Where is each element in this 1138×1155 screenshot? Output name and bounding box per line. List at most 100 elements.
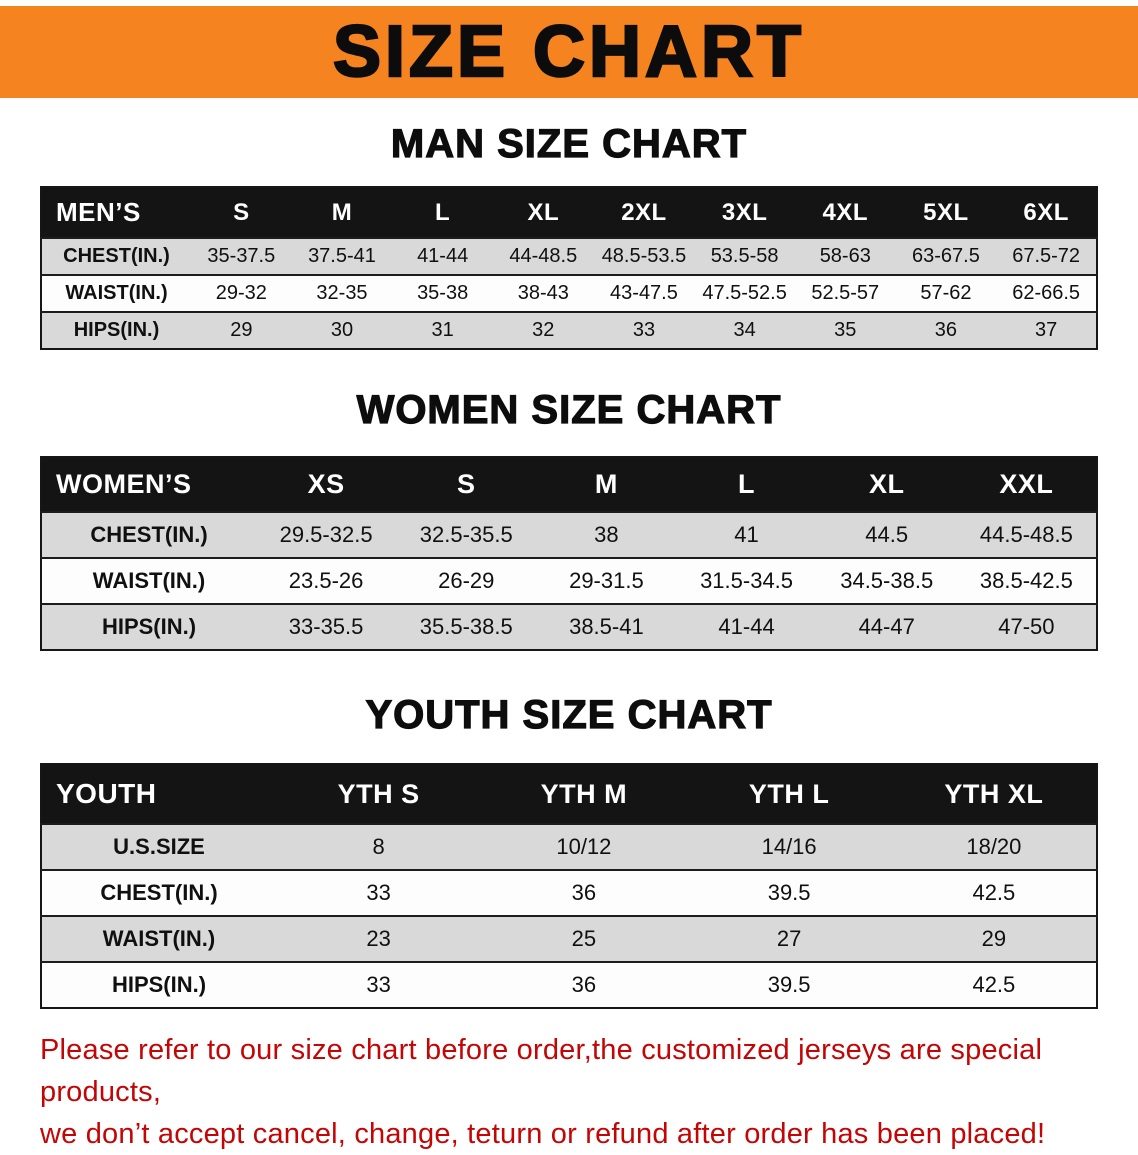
measurement-row: HIPS(IN.) 33 36 39.5 42.5 — [41, 962, 1097, 1008]
size-value-cell: 38.5-41 — [569, 614, 644, 639]
size-value-cell: 36 — [934, 319, 958, 341]
disclaimer: Please refer to our size chart before or… — [40, 1029, 1098, 1155]
size-header-cell: 5XL — [895, 187, 997, 238]
size-value-cell: 41-44 — [718, 614, 775, 639]
size-value-cell: 47-50 — [998, 614, 1055, 639]
table-title-cell: WOMEN’S — [41, 457, 256, 512]
measurement-row: CHEST(IN.) 35-37.5 37.5-41 41-44 44-48.5 48.5… — [41, 238, 1097, 275]
size-value-cell: 47.5-52.5 — [702, 282, 787, 304]
size-value-cell: 38.5-42.5 — [979, 568, 1073, 593]
women-size-section: WOMEN SIZE CHART WOMEN’S XS S M L XL XXL CHEST(… — [40, 387, 1098, 651]
size-value-cell: 39.5 — [767, 880, 811, 905]
size-header-cell: S — [396, 457, 537, 512]
size-header-row: WOMEN’S XS S M L XL XXL — [41, 457, 1097, 512]
row-label: CHEST(IN.) — [100, 880, 218, 905]
measurement-row: HIPS(IN.) 29 30 31 32 33 34 35 36 37 — [41, 312, 1097, 349]
size-header-cell: 2XL — [593, 187, 695, 238]
women-section-heading: WOMEN SIZE CHART — [356, 387, 782, 432]
row-label: HIPS(IN.) — [111, 972, 207, 997]
size-header-cell: L — [676, 457, 817, 512]
size-value-cell: 41 — [734, 522, 759, 547]
row-label: CHEST(IN.) — [90, 522, 208, 547]
size-value-cell: 67.5-72 — [1012, 245, 1081, 267]
size-header-cell: XL — [816, 457, 957, 512]
measurement-row: CHEST(IN.) 29.5-32.5 32.5-35.5 38 41 44.5 44.5… — [41, 512, 1097, 558]
size-value-cell: 39.5 — [767, 972, 811, 997]
measurement-row: WAIST(IN.) 29-32 32-35 35-38 38-43 43-47.5 47.… — [41, 275, 1097, 312]
size-value-cell: 35-38 — [417, 282, 469, 304]
size-value-cell: 44.5-48.5 — [979, 522, 1073, 547]
measurement-row: WAIST(IN.) 23.5-26 26-29 29-31.5 31.5-34.5 34… — [41, 558, 1097, 604]
size-value-cell: 44.5 — [865, 522, 909, 547]
size-header-cell: M — [536, 457, 677, 512]
row-label: HIPS(IN.) — [101, 614, 197, 639]
size-chart-content: MAN SIZE CHART MEN’S S M L XL 2XL 3XL 4XL 5XL 6XL… — [0, 121, 1138, 1155]
row-label: WAIST(IN.) — [102, 926, 216, 951]
size-header-cell: L — [392, 187, 493, 238]
men-size-section: MAN SIZE CHART MEN’S S M L XL 2XL 3XL 4XL 5XL 6XL… — [40, 121, 1098, 350]
size-value-cell: 62-66.5 — [1012, 282, 1081, 304]
size-header-cell: 3XL — [694, 187, 795, 238]
measurement-row: CHEST(IN.) 33 36 39.5 42.5 — [41, 870, 1097, 916]
size-value-cell: 31.5-34.5 — [700, 568, 794, 593]
size-header-cell: XXL — [956, 457, 1097, 512]
size-value-cell: 33-35.5 — [288, 614, 364, 639]
size-value-cell: 42.5 — [972, 880, 1016, 905]
men-section-heading: MAN SIZE CHART — [390, 121, 748, 166]
size-value-cell: 52.5-57 — [811, 282, 880, 304]
size-header-cell: XS — [256, 457, 397, 512]
size-value-cell: 25 — [571, 926, 597, 951]
size-header-cell: S — [191, 187, 292, 238]
page-title: SIZE CHART — [332, 12, 805, 92]
size-value-cell: 44-47 — [858, 614, 915, 639]
size-header-cell: 4XL — [794, 187, 896, 238]
size-value-cell: 57-62 — [920, 282, 972, 304]
size-value-cell: 35 — [834, 319, 857, 341]
table-title-cell: MEN’S — [41, 187, 191, 238]
row-label: CHEST(IN.) — [63, 245, 170, 267]
measurement-row: WAIST(IN.) 23 25 27 29 — [41, 916, 1097, 962]
size-value-cell: 36 — [571, 880, 597, 905]
size-value-cell: 29.5-32.5 — [279, 522, 373, 547]
size-header-cell: YTH M — [481, 764, 687, 824]
size-value-cell: 29 — [981, 926, 1007, 951]
size-value-cell: 44-48.5 — [509, 245, 578, 267]
youth-size-table: YOUTH YTH S YTH M YTH L YTH XL U.S.SIZE 8 10/12… — [40, 763, 1098, 1009]
row-label: WAIST(IN.) — [65, 282, 168, 304]
size-value-cell: 31 — [431, 319, 454, 341]
row-label: HIPS(IN.) — [73, 319, 160, 341]
size-value-cell: 14/16 — [761, 834, 817, 859]
women-size-table: WOMEN’S XS S M L XL XXL CHEST(IN.) 29.5-32.5 32.5… — [40, 456, 1098, 651]
size-value-cell: 38-43 — [517, 282, 569, 304]
disclaimer-line-1: Please refer to our size chart before or… — [40, 1034, 1043, 1109]
size-value-cell: 8 — [372, 834, 385, 859]
size-header-cell: XL — [492, 187, 594, 238]
size-value-cell: 10/12 — [556, 834, 612, 859]
size-value-cell: 34 — [733, 319, 756, 341]
size-value-cell: 35-37.5 — [207, 245, 276, 267]
measurement-row: HIPS(IN.) 33-35.5 35.5-38.5 38.5-41 41-44 44-… — [41, 604, 1097, 650]
size-value-cell: 63-67.5 — [912, 245, 980, 267]
youth-section-heading: YOUTH SIZE CHART — [365, 692, 773, 737]
size-value-cell: 48.5-53.5 — [601, 245, 687, 267]
size-value-cell: 32 — [532, 319, 555, 341]
size-value-cell: 33 — [366, 972, 391, 997]
size-value-cell: 36 — [571, 972, 597, 997]
size-value-cell: 29-32 — [215, 282, 267, 304]
size-chart-banner: SIZE CHART — [0, 6, 1138, 98]
size-value-cell: 26-29 — [438, 568, 495, 593]
size-header-cell: YTH L — [686, 764, 892, 824]
size-value-cell: 23.5-26 — [288, 568, 364, 593]
disclaimer-line-2: we don’t accept cancel, change, teturn o… — [40, 1118, 1046, 1151]
size-header-cell: YTH S — [276, 764, 482, 824]
size-value-cell: 43-47.5 — [610, 282, 678, 304]
size-value-cell: 29-31.5 — [569, 568, 644, 593]
size-header-cell: YTH XL — [891, 764, 1097, 824]
youth-size-section: YOUTH SIZE CHART YOUTH YTH S YTH M YTH L YTH… — [40, 692, 1098, 1009]
size-value-cell: 27 — [776, 926, 802, 951]
size-value-cell: 23 — [366, 926, 391, 951]
size-header-cell: 6XL — [996, 187, 1097, 238]
table-title-cell: YOUTH — [41, 764, 276, 824]
measurement-row: U.S.SIZE 8 10/12 14/16 18/20 — [41, 824, 1097, 870]
size-value-cell: 32.5-35.5 — [419, 522, 513, 547]
